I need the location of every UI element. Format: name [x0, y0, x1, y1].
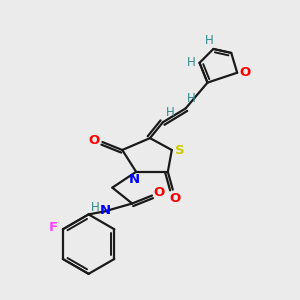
- Text: H: H: [187, 56, 196, 69]
- Text: O: O: [153, 186, 164, 199]
- Text: O: O: [88, 134, 99, 147]
- Text: N: N: [129, 173, 140, 186]
- Text: H: H: [91, 201, 100, 214]
- Text: H: H: [205, 34, 214, 46]
- Text: H: H: [187, 92, 196, 105]
- Text: S: S: [175, 143, 184, 157]
- Text: O: O: [239, 66, 251, 79]
- Text: O: O: [169, 192, 180, 205]
- Text: F: F: [48, 221, 58, 234]
- Text: H: H: [165, 106, 174, 119]
- Text: N: N: [100, 204, 111, 217]
